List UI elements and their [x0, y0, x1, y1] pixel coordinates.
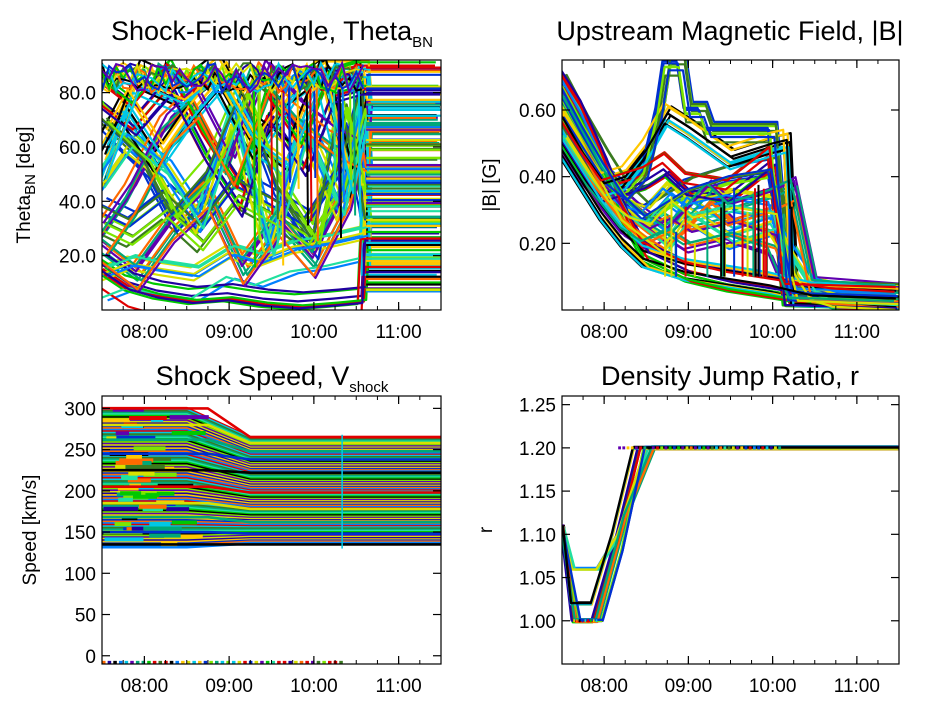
y-tick-label-ratio: 1.10: [519, 525, 556, 546]
y-tick-label-bmag: 0.20: [519, 234, 556, 255]
x-tick-label-bmag: 09:00: [665, 322, 713, 343]
series-line-bmag: [564, 73, 899, 286]
y-axis-label-bmag: |B| [G]: [480, 158, 501, 211]
plot-area-ratio: [562, 445, 899, 624]
series-line-speed: [102, 501, 441, 511]
x-tick-label-speed: 11:00: [376, 676, 422, 697]
series-spike-theta: [282, 65, 286, 247]
panel-theta: Shock-Field Angle, ThetaBN ThetaBN [deg]…: [14, 16, 442, 343]
y-tick-label-ratio: 1.20: [519, 439, 556, 460]
chart-title-ratio: Density Jump Ratio, r: [601, 361, 859, 391]
series-line-theta: [102, 82, 440, 226]
y-tick-label-theta: 60.0: [59, 138, 96, 159]
x-tick-label-ratio: 09:00: [665, 676, 713, 697]
series-spike-theta: [280, 65, 285, 266]
ticks-theta: 08:00 09:00 10:00 11:00 20.0 40.0 60.0 80.0: [59, 60, 442, 343]
x-tick-label-theta: 11:00: [376, 322, 422, 343]
y-tick-label-speed: 0: [85, 647, 96, 668]
y-tick-label-theta: 20.0: [59, 247, 96, 268]
series-top-theta: [102, 60, 364, 94]
panel-speed: Shock Speed, Vshock Speed [km/s] 08:00 09…: [20, 361, 442, 697]
series-spike-theta: [275, 65, 279, 220]
plot-area-speed: [102, 406, 441, 664]
ticks-speed: 08:00 09:00 10:00 11:00 0 50 100 150 200 250 300: [64, 396, 442, 697]
series-line-speed: [102, 423, 441, 445]
y-tick-label-speed: 100: [64, 564, 96, 585]
series-spike-theta: [337, 65, 341, 206]
y-tick-label-theta: 80.0: [59, 84, 96, 105]
ticks-bmag: 08:00 09:00 10:00 11:00 0.20 0.40 0.60: [519, 60, 900, 343]
x-tick-label-bmag: 11:00: [834, 322, 880, 343]
series-line-speed: [102, 530, 441, 535]
y-tick-label-ratio: 1.25: [519, 396, 556, 417]
series-spike-theta: [257, 65, 261, 241]
y-tick-label-ratio: 1.05: [519, 569, 556, 590]
y-tick-label-speed: 150: [64, 523, 96, 544]
series-line-speed: [102, 438, 441, 453]
chart-title-speed: Shock Speed, Vshock: [156, 361, 389, 396]
series-line-bmag: [562, 146, 895, 303]
series-line-bmag: [562, 69, 899, 305]
y-axis-label-theta: ThetaBN [deg]: [14, 127, 39, 244]
x-tick-label-theta: 10:00: [290, 322, 338, 343]
series-spike-theta: [252, 65, 257, 268]
x-tick-label-bmag: 08:00: [580, 322, 628, 343]
series-spike-theta: [338, 65, 343, 239]
plot-frame-speed: [101, 395, 442, 665]
y-tick-label-theta: 40.0: [59, 192, 96, 213]
panel-bmag: Upstream Magnetic Field, |B| |B| [G] 08:…: [480, 16, 904, 343]
y-tick-label-speed: 200: [64, 482, 96, 503]
plot-area-theta: [102, 60, 441, 310]
series-line-speed: [102, 452, 441, 461]
y-tick-label-speed: 50: [75, 606, 96, 627]
y-axis-label-ratio: r: [476, 526, 497, 533]
series-top-theta: [102, 60, 365, 95]
x-tick-label-speed: 10:00: [290, 676, 338, 697]
x-tick-label-speed: 09:00: [205, 676, 253, 697]
series-line-speed: [102, 515, 441, 524]
x-tick-label-speed: 08:00: [121, 676, 169, 697]
y-tick-label-bmag: 0.60: [519, 101, 556, 122]
x-tick-label-ratio: 11:00: [834, 676, 880, 697]
series-spike-theta: [309, 65, 313, 222]
series-line-theta: [102, 239, 441, 310]
y-tick-label-speed: 300: [64, 399, 96, 420]
series-line-bmag: [562, 73, 895, 293]
series-line-theta: [102, 106, 439, 245]
plot-frame-ratio: [561, 395, 900, 665]
series-line-speed: [102, 407, 441, 439]
series-line-speed: [102, 485, 441, 494]
x-tick-label-theta: 09:00: [205, 322, 253, 343]
series-line-ratio: [562, 446, 899, 623]
y-tick-label-bmag: 0.40: [519, 168, 556, 189]
series-spike-theta: [258, 65, 262, 206]
chart-title-bmag: Upstream Magnetic Field, |B|: [556, 16, 903, 46]
chart-title-theta: Shock-Field Angle, ThetaBN: [111, 16, 433, 51]
panel-ratio: Density Jump Ratio, r r 08:00 09:00 10:00 1…: [476, 361, 900, 697]
series-line-bmag: [562, 120, 896, 289]
series-line-bmag: [562, 134, 899, 303]
y-tick-label-ratio: 1.15: [519, 482, 556, 503]
series-spike-theta: [315, 65, 319, 242]
plot-frame-theta: [101, 59, 442, 311]
plot-area-bmag: [562, 60, 899, 310]
x-tick-label-bmag: 10:00: [749, 322, 797, 343]
series-line-speed: [102, 468, 441, 474]
y-tick-label-speed: 250: [64, 441, 96, 462]
plot-frame-bmag: [561, 59, 900, 311]
x-tick-label-theta: 08:00: [121, 322, 169, 343]
x-tick-label-ratio: 08:00: [580, 676, 628, 697]
ticks-ratio: 08:00 09:00 10:00 11:00 1.00 1.05 1.10 1.15 1.20…: [519, 396, 900, 697]
y-tick-label-ratio: 1.00: [519, 612, 556, 633]
series-line-bmag: [562, 92, 897, 288]
x-tick-label-ratio: 10:00: [749, 676, 797, 697]
y-axis-label-speed: Speed [km/s]: [20, 475, 41, 586]
series-line-bmag: [562, 112, 899, 298]
series-line-bmag: [562, 86, 898, 298]
